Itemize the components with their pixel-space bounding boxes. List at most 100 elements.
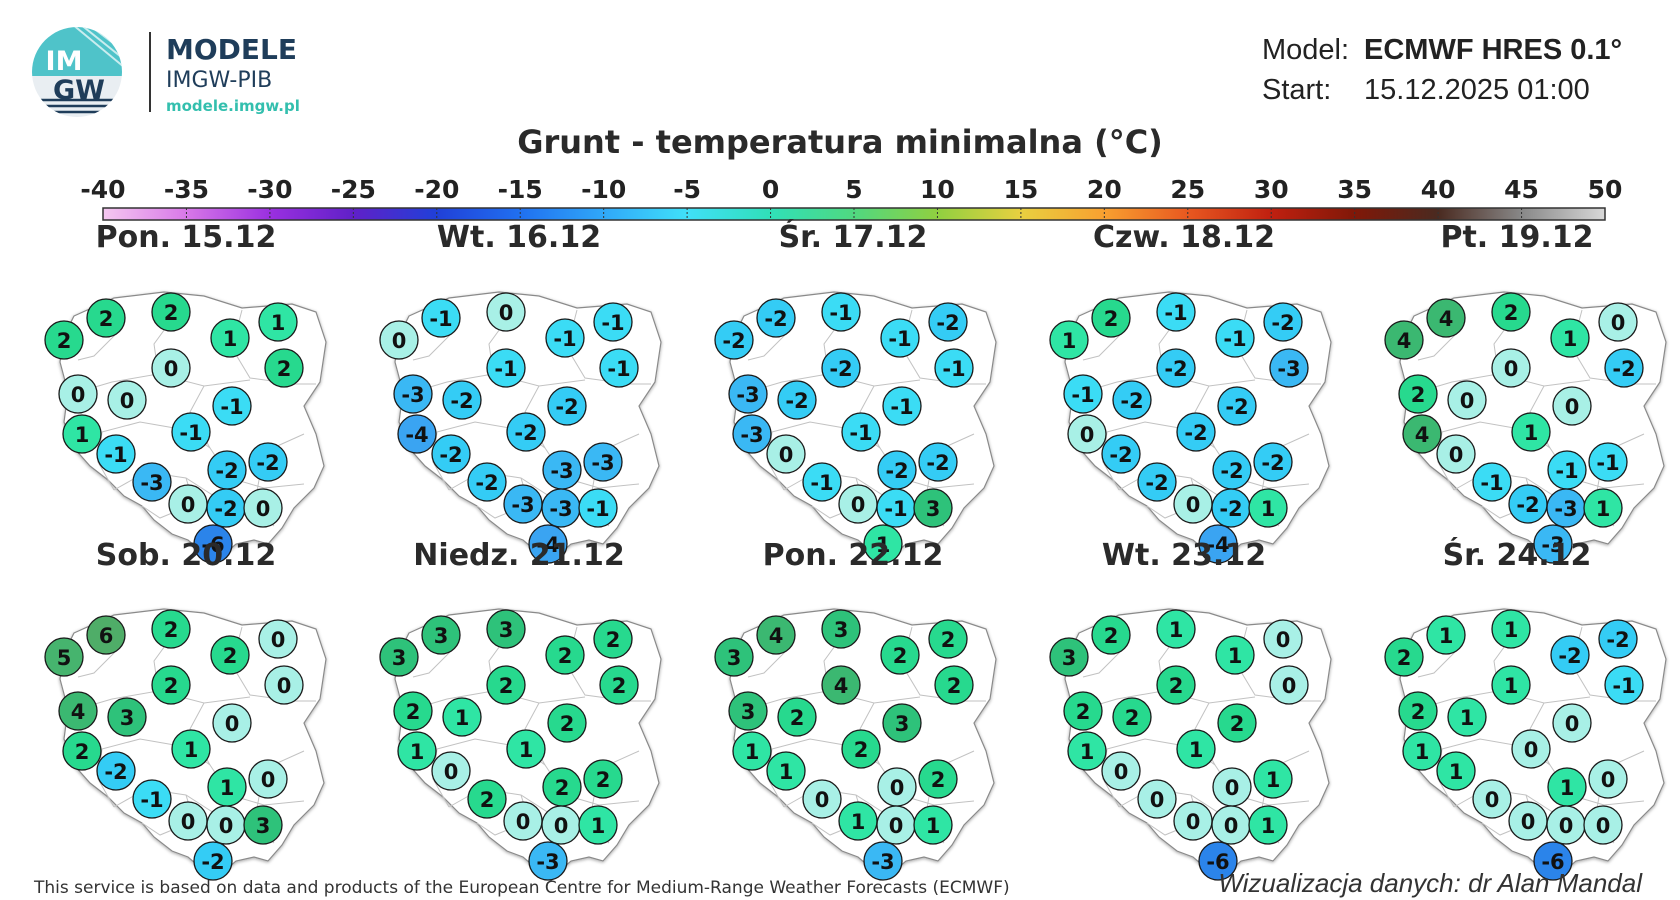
station-value: -2 — [214, 497, 237, 521]
station-value: -1 — [1071, 383, 1094, 407]
page-title: Grunt - temperatura minimalna (°C) — [517, 123, 1163, 161]
station-marker — [62, 414, 102, 454]
station-value: 0 — [271, 628, 286, 652]
station-marker — [486, 609, 526, 649]
imgw-logo[interactable]: IM GW MODELE IMGW-PIB modele.imgw.pl — [30, 24, 330, 120]
station-value: -6 — [1541, 850, 1564, 874]
station-marker — [578, 488, 618, 528]
station-marker — [1491, 609, 1531, 649]
station-value: -1 — [140, 788, 163, 812]
forecast-map: -2 -2 -1 -1 -2 -1 -2 -3 -2 -1 -3 -1 -2 -2 0 -1 0 -1 3 1 — [714, 291, 997, 564]
station-value: -1 — [888, 327, 911, 351]
station-value: 1 — [591, 814, 606, 838]
station-marker — [248, 759, 288, 799]
station-value: 1 — [271, 311, 286, 335]
station-marker — [171, 412, 211, 452]
station-marker — [151, 665, 191, 705]
station-marker — [1398, 374, 1438, 414]
ecmwf-attribution: This service is based on data and produc… — [34, 878, 1010, 898]
station-value: 2 — [606, 628, 621, 652]
station-value: -1 — [810, 471, 833, 495]
station-value: -3 — [511, 493, 534, 517]
station-marker — [1156, 665, 1196, 705]
station-value: 0 — [1559, 814, 1574, 838]
station-marker — [151, 348, 191, 388]
station-value: 0 — [1596, 814, 1611, 838]
station-marker — [918, 442, 958, 482]
station-value: 0 — [392, 329, 407, 353]
scale-tick-label: 35 — [1337, 175, 1372, 204]
station-value: 1 — [926, 814, 941, 838]
station-marker — [132, 779, 172, 819]
station-value: 2 — [223, 644, 238, 668]
station-marker — [1217, 386, 1257, 426]
scale-tick-label: -20 — [414, 175, 459, 204]
station-value: 0 — [815, 788, 830, 812]
scale-tick-label: 20 — [1087, 175, 1122, 204]
station-marker — [841, 729, 881, 769]
station-value: -1 — [494, 357, 517, 381]
station-value: 1 — [1449, 760, 1464, 784]
station-marker — [1198, 524, 1238, 564]
station-value: -1 — [220, 395, 243, 419]
station-value: 1 — [1062, 329, 1077, 353]
station-marker — [1533, 524, 1573, 564]
station-value: -4 — [1206, 533, 1229, 557]
station-marker — [258, 619, 298, 659]
brand-url[interactable]: modele.imgw.pl — [166, 97, 300, 115]
station-value: -2 — [104, 760, 127, 784]
station-marker — [1472, 779, 1512, 819]
scale-tick-labels: -40 -35 -30 -25 -20 -15 -10 -5 0 5 10 15 20 25 30 35 40 4… — [80, 175, 1622, 204]
station-value: -2 — [201, 850, 224, 874]
station-marker — [1112, 697, 1152, 737]
station-value: -1 — [1596, 451, 1619, 475]
station-marker — [821, 348, 861, 388]
station-marker — [1583, 805, 1623, 845]
station-marker — [151, 609, 191, 649]
station-value: 1 — [220, 776, 235, 800]
model-row: Model: ECMWF HRES 0.1° — [1262, 30, 1662, 70]
station-marker — [882, 703, 922, 743]
station-value: 1 — [876, 533, 891, 557]
station-value: 1 — [1415, 740, 1430, 764]
station-marker — [714, 637, 754, 677]
station-value: -3 — [591, 451, 614, 475]
forecast-map: 1 2 -1 -1 -2 -3 -2 -1 -2 -2 0 -2 -2 -2 -2 -2 0 -2 1 -4 — [1049, 291, 1332, 564]
station-value: 4 — [834, 674, 849, 698]
station-value: 3 — [256, 814, 271, 838]
station-marker — [593, 619, 633, 659]
station-marker — [1598, 619, 1638, 659]
scale-tick-label: 15 — [1003, 175, 1038, 204]
station-value: 0 — [181, 810, 196, 834]
station-marker — [545, 635, 585, 675]
color-scale: -40 -35 -30 -25 -20 -15 -10 -5 0 5 10 15 20 25 30 35 40 4… — [80, 175, 1622, 221]
station-marker — [918, 759, 958, 799]
station-value: 1 — [1596, 497, 1611, 521]
scale-tick-label: -5 — [673, 175, 701, 204]
scale-tick-label: 50 — [1588, 175, 1623, 204]
station-marker — [1101, 434, 1141, 474]
station-value: -2 — [256, 451, 279, 475]
station-marker — [151, 292, 191, 332]
station-marker — [547, 703, 587, 743]
station-value: 0 — [1504, 357, 1519, 381]
station-value: 2 — [164, 674, 179, 698]
station-value: 0 — [1460, 389, 1475, 413]
station-marker — [1067, 731, 1107, 771]
station-value: -1 — [553, 327, 576, 351]
station-value: 0 — [1485, 788, 1500, 812]
map-day-label: Wt. 23.12 — [1101, 538, 1267, 573]
station-value: -2 — [1558, 644, 1581, 668]
model-info: Model: ECMWF HRES 0.1° Start: 15.12.2025 0… — [1262, 30, 1662, 110]
forecast-map: 44 210-202 0 04 1-1 -10-1-2 -3 1-3 — [1384, 291, 1667, 564]
station-value: -2 — [1145, 471, 1168, 495]
station-value: -2 — [722, 329, 745, 353]
station-value: 2 — [499, 674, 514, 698]
station-value: 0 — [1080, 423, 1095, 447]
station-marker — [777, 380, 817, 420]
station-value: 2 — [277, 357, 292, 381]
logo-text-top: IM — [46, 46, 83, 77]
